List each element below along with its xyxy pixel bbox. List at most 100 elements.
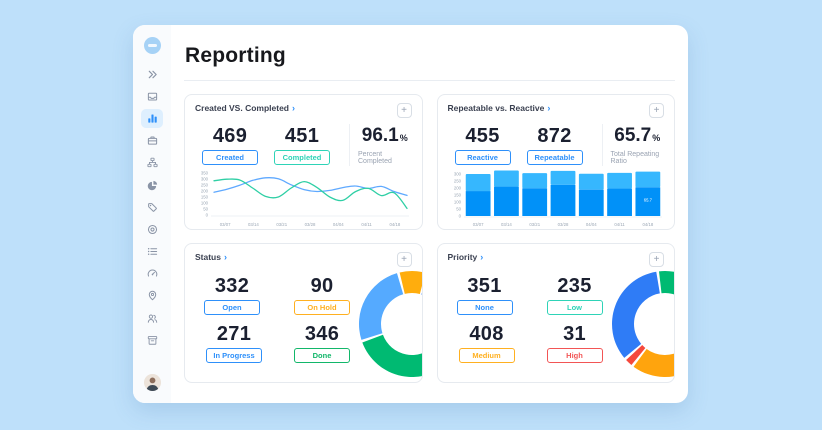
svg-text:0: 0 [206, 213, 209, 218]
ratio-value: 65.7 [614, 125, 652, 146]
sidebar-item-locations[interactable] [141, 286, 163, 305]
status-donut-chart [357, 269, 422, 382]
line-chart: 350 300 250 200 150 100 50 0 03/07 03/14 03/21 03/2… [195, 169, 412, 229]
chevron-right-icon: › [480, 252, 484, 262]
svg-text:04/11: 04/11 [614, 222, 625, 227]
tag-icon [147, 202, 157, 212]
svg-text:100: 100 [453, 200, 461, 205]
inbox-icon [147, 92, 157, 101]
svg-text:250: 250 [453, 179, 461, 184]
stat-value: 332 [214, 275, 250, 297]
stats-divider [601, 124, 603, 166]
svg-text:03/07: 03/07 [472, 222, 483, 227]
stat-created: 469 Created [195, 124, 265, 165]
svg-text:250: 250 [201, 183, 209, 188]
svg-text:50: 50 [203, 207, 208, 212]
sidebar [133, 25, 171, 403]
add-widget-button[interactable]: + [396, 252, 412, 267]
panel-priority: Priority › + 351 None 235 Low [436, 243, 675, 383]
stat-badge: Done [294, 348, 350, 363]
sidebar-item-targets[interactable] [141, 220, 163, 239]
panel-title-link[interactable]: Repeatable vs. Reactive › [448, 103, 551, 113]
target-icon [147, 224, 157, 234]
sidebar-item-dashboards[interactable] [141, 176, 163, 195]
svg-text:04/04: 04/04 [333, 222, 344, 227]
stat-done: 346 Done [287, 324, 357, 363]
app-window: Reporting Created VS. Completed › + 469 … [133, 25, 688, 403]
sidebar-item-workflows[interactable] [141, 153, 163, 172]
stat-badge: Medium [458, 348, 515, 363]
panel-title-link[interactable]: Status › [195, 252, 227, 262]
users-icon [147, 314, 157, 323]
bar-chart-icon [147, 114, 157, 123]
stat-medium: 408 Medium [452, 324, 522, 363]
sidebar-item-reporting[interactable] [141, 108, 163, 128]
panel-repeatable-vs-reactive: Repeatable vs. Reactive › + 455 Reactive… [436, 94, 675, 230]
donut-segment-in-progress [358, 273, 404, 340]
stat-value: 408 [469, 323, 504, 345]
svg-text:03/28: 03/28 [557, 222, 568, 227]
stat-value: 31 [563, 323, 586, 345]
stacked-bar-chart: 300 250 200 150 100 50 0 03/07 03/14 03/21 03/28 04… [448, 169, 665, 229]
gauge-icon [147, 269, 157, 277]
sidebar-nav [141, 63, 163, 351]
sidebar-item-tasks[interactable] [141, 242, 163, 261]
ratio-percent-completed: 96.1 % Percent Completed [358, 125, 412, 165]
priority-donut-chart [610, 269, 675, 382]
sidebar-item-team[interactable] [141, 309, 163, 328]
page-title: Reporting [185, 44, 286, 67]
add-widget-button[interactable]: + [649, 103, 664, 118]
archive-icon [147, 335, 157, 345]
stat-completed: 451 Completed [267, 125, 337, 165]
user-avatar[interactable] [143, 374, 161, 391]
chevrons-right-icon [148, 70, 157, 78]
panel-status: Status › + 332 Open 90 On Hold [184, 243, 423, 383]
stat-badge: In Progress [206, 348, 262, 363]
sidebar-item-insights[interactable] [141, 264, 163, 283]
svg-text:150: 150 [201, 195, 209, 200]
svg-text:0: 0 [458, 214, 461, 219]
stat-value: 235 [557, 275, 592, 297]
stat-in-progress: 271 In Progress [199, 324, 269, 363]
ratio-total-repeating: 65.7 % Total Repeating Ratio [611, 125, 665, 165]
stat-high: 31 High [540, 324, 610, 363]
svg-text:350: 350 [201, 171, 209, 176]
add-widget-button[interactable]: + [396, 103, 412, 118]
sidebar-item-tags[interactable] [141, 198, 163, 217]
stat-value: 469 [212, 124, 248, 147]
ratio-unit: % [399, 133, 408, 143]
svg-text:03/21: 03/21 [276, 222, 287, 227]
panel-title-link[interactable]: Priority › [448, 252, 484, 262]
sidebar-item-archive[interactable] [141, 331, 163, 350]
svg-text:04/11: 04/11 [361, 222, 372, 227]
panel-title: Repeatable vs. Reactive [447, 103, 545, 113]
ratio-unit: % [652, 133, 661, 143]
ratio-caption: Total Repeating Ratio [610, 151, 660, 165]
panel-title: Priority [447, 252, 478, 262]
stat-value: 346 [304, 323, 340, 345]
briefcase-icon [147, 136, 157, 145]
app-logo-icon[interactable] [143, 37, 161, 54]
panels-grid: Created VS. Completed › + 469 Created 45… [184, 94, 675, 383]
stat-badge: None [456, 300, 513, 315]
sidebar-item-projects[interactable] [141, 131, 163, 150]
stat-badge: Reactive [454, 149, 511, 165]
title-divider [184, 80, 675, 81]
chevron-right-icon: › [223, 252, 227, 262]
sidebar-item-inbox[interactable] [141, 87, 163, 106]
sidebar-item-collapse[interactable] [141, 65, 163, 84]
svg-text:04/18: 04/18 [389, 222, 400, 227]
stat-value: 872 [537, 124, 572, 147]
donut-segment-on-hold [399, 271, 422, 295]
donut-segment-low [658, 271, 675, 295]
donut-segment-none [611, 271, 660, 358]
panel-title: Status [195, 252, 221, 262]
add-widget-button[interactable]: + [649, 252, 664, 267]
chevron-right-icon: › [547, 103, 551, 113]
stat-badge: Repeatable [526, 149, 583, 165]
svg-text:03/14: 03/14 [248, 222, 259, 227]
donut-segment-high [625, 345, 645, 365]
stat-badge: On Hold [294, 300, 350, 315]
panel-title-link[interactable]: Created VS. Completed › [195, 103, 295, 113]
chevron-right-icon: › [292, 103, 295, 113]
